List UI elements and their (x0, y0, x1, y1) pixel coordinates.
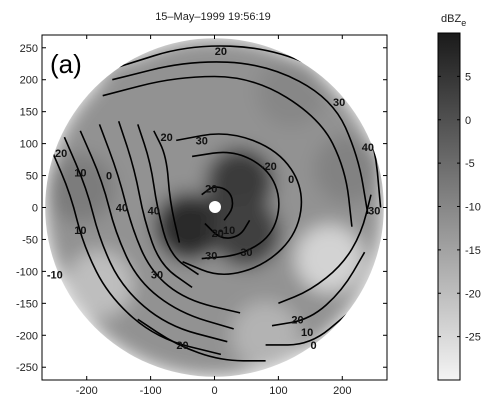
contour-label: -10 (47, 270, 63, 282)
contour-label: 10 (74, 167, 86, 179)
contour-line (137, 318, 266, 362)
field-cell (257, 58, 326, 127)
x-axis: -200 -100 0 100 200 (76, 35, 351, 397)
contour-line (112, 61, 369, 215)
contour-label: 20 (212, 228, 224, 240)
contour-label: 40 (148, 206, 160, 218)
contour-line (204, 219, 251, 239)
chart-title: 15–May–1999 19:56:19 (155, 11, 271, 23)
field-cell (206, 147, 275, 216)
contour-label: 30 (240, 247, 252, 259)
field-cell (97, 58, 166, 127)
colorbar-tick-label: -10 (465, 202, 481, 214)
contour-label: 20 (291, 314, 303, 326)
contour-label: 30 (196, 135, 208, 147)
contour-label: 30 (333, 97, 345, 109)
y-tick-label: 100 (20, 139, 38, 151)
x-tick-label: 100 (269, 385, 287, 397)
y-tick-label: 0 (32, 203, 38, 215)
contour-label: 20 (205, 183, 217, 195)
contour-line (201, 186, 234, 221)
contour-line (265, 312, 350, 346)
colorbar: dBZe 5 0 -5 -10 -15 -20 -25 (437, 13, 481, 381)
x-tick-label: -100 (140, 385, 162, 397)
x-tick-label: 200 (333, 385, 351, 397)
contour-label: -10 (219, 225, 235, 237)
contour-label: 10 (74, 225, 86, 237)
contour-label: 20 (55, 148, 67, 160)
contour-label: 0 (106, 171, 112, 183)
contour-line (50, 149, 222, 356)
radar-site-marker (209, 201, 221, 213)
field-cell (295, 224, 364, 293)
contour-line (191, 151, 280, 260)
field-cell (314, 135, 383, 204)
contour-line (102, 75, 353, 227)
contour-line (271, 251, 366, 327)
y-tick-label: -200 (16, 330, 38, 342)
y-tick-label: -250 (16, 362, 38, 374)
x-tick-label: 0 (211, 385, 217, 397)
contour-line (176, 133, 303, 275)
y-tick-label: 250 (20, 43, 38, 55)
panel-label: (a) (50, 49, 82, 79)
contour-label: 30 (205, 250, 217, 262)
contour-line (79, 130, 234, 330)
contour-line (153, 130, 181, 243)
contour-label: 20 (176, 340, 188, 352)
field-cell (212, 199, 281, 268)
contour-lines (50, 45, 382, 362)
colorbar-tick-label: -20 (465, 288, 481, 300)
y-tick-label: 50 (26, 171, 38, 183)
contour-label: -20 (261, 161, 277, 173)
y-tick-label: -50 (22, 234, 38, 246)
y-tick-label: 200 (20, 75, 38, 87)
contour-line (117, 121, 193, 289)
y-tick-label: -150 (16, 298, 38, 310)
field-cell (231, 301, 300, 370)
colorbar-tick-label: -5 (465, 158, 475, 170)
colorbar-tick-label: -25 (465, 332, 481, 344)
contour-label: 40 (116, 203, 128, 215)
contour-line (137, 124, 199, 276)
contour-label: 0 (288, 174, 294, 186)
colorbar-tick-label: 5 (465, 71, 471, 83)
colorbar-tick-label: -15 (465, 245, 481, 257)
colorbar-tick-label: 0 (465, 115, 471, 127)
colorbar-gradient (437, 32, 461, 381)
contour-line (98, 124, 241, 314)
x-tick-label: -200 (76, 385, 98, 397)
contour-label: 30 (368, 206, 380, 218)
contour-label: 30 (151, 270, 163, 282)
contour-label: 20 (160, 132, 172, 144)
contour-line (63, 136, 228, 343)
colorbar-label: dBZe (441, 13, 466, 28)
contour-label: 0 (310, 340, 316, 352)
contour-label: 40 (362, 142, 374, 154)
contour-label: 10 (301, 327, 313, 339)
contour-line (278, 194, 372, 305)
y-tick-label: -100 (16, 266, 38, 278)
y-tick-label: 150 (20, 107, 38, 119)
contour-label: 20 (215, 46, 227, 58)
